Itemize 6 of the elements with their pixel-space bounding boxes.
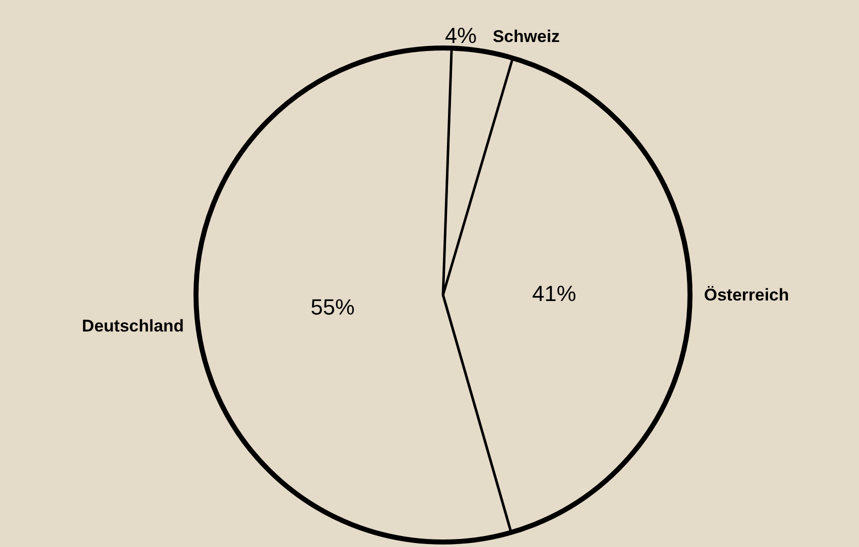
data-label: 55% bbox=[310, 294, 355, 320]
slice-label: Deutschland bbox=[82, 316, 184, 336]
slice-label: Österreich bbox=[704, 285, 790, 304]
data-label: 41% bbox=[532, 281, 576, 306]
data-label: 4% bbox=[444, 23, 477, 48]
slice-label: Schweiz bbox=[492, 26, 560, 46]
